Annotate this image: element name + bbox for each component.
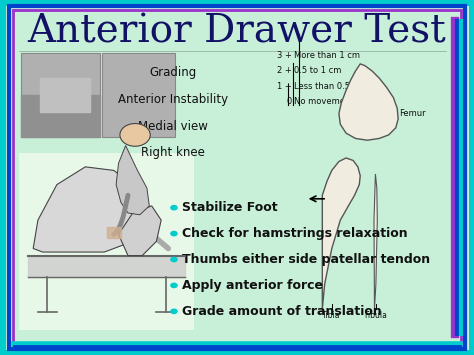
Text: 1 +: 1 + [277,82,292,91]
Polygon shape [339,64,398,140]
FancyBboxPatch shape [21,53,100,137]
Text: Fibula: Fibula [365,311,387,320]
Text: 0: 0 [286,97,292,106]
Text: Thumbs either side patellar tendon: Thumbs either side patellar tendon [182,253,430,266]
Text: Femur: Femur [400,109,426,118]
Text: Check for hamstrings relaxation: Check for hamstrings relaxation [182,227,408,240]
Text: Stabilize Foot: Stabilize Foot [182,201,278,214]
Text: Tibia: Tibia [321,311,340,320]
FancyBboxPatch shape [102,53,175,137]
Text: 3 +: 3 + [277,50,292,60]
Circle shape [170,257,178,262]
Text: 0.5 to 1 cm: 0.5 to 1 cm [294,66,341,75]
Text: Medial view: Medial view [138,120,208,132]
Circle shape [170,283,178,288]
Polygon shape [116,146,149,215]
Text: Right knee: Right knee [141,146,205,159]
Polygon shape [33,167,142,252]
Text: Grade amount of translation: Grade amount of translation [182,305,382,318]
FancyBboxPatch shape [19,153,194,330]
Text: 2 +: 2 + [277,66,292,75]
Text: Apply anterior force: Apply anterior force [182,279,323,292]
Text: More than 1 cm: More than 1 cm [294,50,360,60]
Text: Anterior Drawer Test: Anterior Drawer Test [27,13,447,50]
Polygon shape [374,174,377,309]
Circle shape [120,124,150,146]
Polygon shape [118,206,161,256]
Circle shape [170,205,178,211]
Circle shape [170,231,178,236]
Text: Less than 0.5 cm: Less than 0.5 cm [294,82,365,91]
Text: Grading: Grading [149,66,197,79]
Polygon shape [322,158,360,309]
Circle shape [170,308,178,314]
Text: No movement: No movement [294,97,354,106]
Text: Anterior Instability: Anterior Instability [118,93,228,106]
